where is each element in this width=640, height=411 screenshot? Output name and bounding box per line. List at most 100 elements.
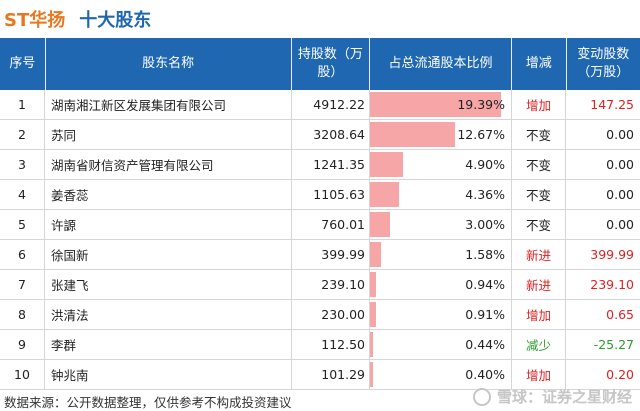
cell-hold: 112.50 — [292, 330, 370, 359]
cell-name: 钟兆南 — [45, 360, 292, 389]
ratio-value: 0.94% — [465, 277, 505, 292]
cell-seq: 6 — [0, 240, 45, 269]
cell-hold: 1105.63 — [292, 180, 370, 209]
cell-change: 增加 — [512, 90, 566, 119]
cell-ratio: 1.58% — [370, 240, 512, 269]
ratio-bar — [370, 242, 381, 267]
cell-seq: 8 — [0, 300, 45, 329]
header-change: 增减 — [512, 38, 567, 90]
cell-name: 湖南湘江新区发展集团有限公司 — [45, 90, 292, 119]
cell-ratio: 19.39% — [370, 90, 512, 119]
cell-name: 湖南省财信资产管理有限公司 — [45, 150, 292, 179]
cell-change: 不变 — [512, 180, 566, 209]
cell-amount: 0.00 — [606, 157, 634, 172]
ratio-value: 3.00% — [465, 217, 505, 232]
cell-ratio: 0.44% — [370, 330, 512, 359]
table-row: 10 钟兆南 101.29 0.40% 增加 0.20 — [0, 360, 640, 390]
ratio-value: 0.40% — [465, 367, 505, 382]
table-row: 4 姜香蕊 1105.63 4.36% 不变 0.00 — [0, 180, 640, 210]
cell-change: 减少 — [512, 330, 566, 359]
cell-seq: 10 — [0, 360, 45, 389]
table-body: 1 湖南湘江新区发展集团有限公司 4912.22 19.39% 增加 147.25 2 苏同 3… — [0, 90, 640, 390]
cell-hold: 239.10 — [292, 270, 370, 299]
cell-hold: 101.29 — [292, 360, 370, 389]
header-ratio: 占总流通股本比例 — [370, 38, 512, 90]
snowball-logo-icon — [472, 387, 491, 406]
cell-seq: 4 — [0, 180, 45, 209]
cell-ratio: 0.94% — [370, 270, 512, 299]
cell-amount: 0.00 — [606, 127, 634, 142]
ratio-value: 0.91% — [465, 307, 505, 322]
cell-change: 不变 — [512, 120, 566, 149]
cell-change: 增加 — [512, 300, 566, 329]
header-hold: 持股数（万股） — [292, 38, 371, 90]
ratio-bar — [370, 302, 377, 327]
cell-name: 姜香蕊 — [45, 180, 292, 209]
ratio-bar — [370, 212, 391, 237]
cell-amount: 0.20 — [606, 367, 634, 382]
cell-name: 许謜 — [45, 210, 292, 239]
table-row: 1 湖南湘江新区发展集团有限公司 4912.22 19.39% 增加 147.25 — [0, 90, 640, 120]
data-source-note: 数据来源：公开数据整理，仅供参考不构成投资建议 — [4, 395, 292, 410]
header-name: 股东名称 — [46, 38, 292, 90]
cell-ratio: 0.40% — [370, 360, 512, 389]
table-row: 7 张建飞 239.10 0.94% 新进 239.10 — [0, 270, 640, 300]
cell-name: 张建飞 — [45, 270, 292, 299]
ratio-value: 1.58% — [465, 247, 505, 262]
ratio-value: 19.39% — [457, 97, 505, 112]
cell-amount: 399.99 — [590, 247, 634, 262]
cell-seq: 7 — [0, 270, 45, 299]
cell-amount: 0.00 — [606, 217, 634, 232]
cell-seq: 5 — [0, 210, 45, 239]
ratio-value: 0.44% — [465, 337, 505, 352]
cell-ratio: 3.00% — [370, 210, 512, 239]
cell-seq: 1 — [0, 90, 45, 119]
cell-ratio: 4.36% — [370, 180, 512, 209]
cell-change: 不变 — [512, 150, 566, 179]
ratio-bar — [370, 122, 456, 147]
table-row: 6 徐国新 399.99 1.58% 新进 399.99 — [0, 240, 640, 270]
cell-hold: 1241.35 — [292, 150, 370, 179]
ratio-bar — [370, 152, 404, 177]
watermark: 雪球：证券之星财经 — [472, 386, 632, 407]
cell-amount: 0.65 — [606, 307, 634, 322]
header-amount-label: 变动股数（万股） — [577, 47, 630, 80]
ratio-bar — [370, 182, 400, 207]
table-row: 8 洪清法 230.00 0.91% 增加 0.65 — [0, 300, 640, 330]
ratio-value: 4.90% — [465, 157, 505, 172]
cell-change: 新进 — [512, 270, 566, 299]
cell-hold: 230.00 — [292, 300, 370, 329]
cell-change: 新进 — [512, 240, 566, 269]
table-row: 2 苏同 3208.64 12.67% 不变 0.00 — [0, 120, 640, 150]
section-title: 十大股东 — [79, 10, 152, 31]
cell-name: 洪清法 — [45, 300, 292, 329]
ratio-bar — [370, 332, 373, 357]
cell-amount: 0.00 — [606, 187, 634, 202]
table-row: 9 李群 112.50 0.44% 减少 -25.27 — [0, 330, 640, 360]
shareholders-table: 序号 股东名称 持股数（万股） 占总流通股本比例 增减 变动股数（万股） 1 湖南… — [0, 38, 640, 390]
table-row: 3 湖南省财信资产管理有限公司 1241.35 4.90% 不变 0.00 — [0, 150, 640, 180]
ratio-bar — [370, 272, 377, 297]
page-title: ST华扬 十大股东 — [4, 2, 151, 36]
table-row: 5 许謜 760.01 3.00% 不变 0.00 — [0, 210, 640, 240]
cell-hold: 399.99 — [292, 240, 370, 269]
watermark-text: 雪球：证券之星财经 — [496, 388, 632, 406]
cell-amount: -25.27 — [593, 337, 634, 352]
cell-ratio: 4.90% — [370, 150, 512, 179]
ratio-value: 4.36% — [465, 187, 505, 202]
cell-amount: 147.25 — [590, 97, 634, 112]
header-seq: 序号 — [0, 38, 46, 90]
cell-seq: 2 — [0, 120, 45, 149]
cell-name: 李群 — [45, 330, 292, 359]
cell-hold: 4912.22 — [292, 90, 370, 119]
stock-name: ST华扬 — [4, 10, 66, 31]
table-header: 序号 股东名称 持股数（万股） 占总流通股本比例 增减 变动股数（万股） — [0, 38, 640, 90]
ratio-bar — [370, 362, 373, 387]
cell-change: 不变 — [512, 210, 566, 239]
cell-change: 增加 — [512, 360, 566, 389]
cell-hold: 760.01 — [292, 210, 370, 239]
cell-seq: 9 — [0, 330, 45, 359]
cell-amount: 239.10 — [590, 277, 634, 292]
cell-ratio: 0.91% — [370, 300, 512, 329]
ratio-value: 12.67% — [457, 127, 505, 142]
